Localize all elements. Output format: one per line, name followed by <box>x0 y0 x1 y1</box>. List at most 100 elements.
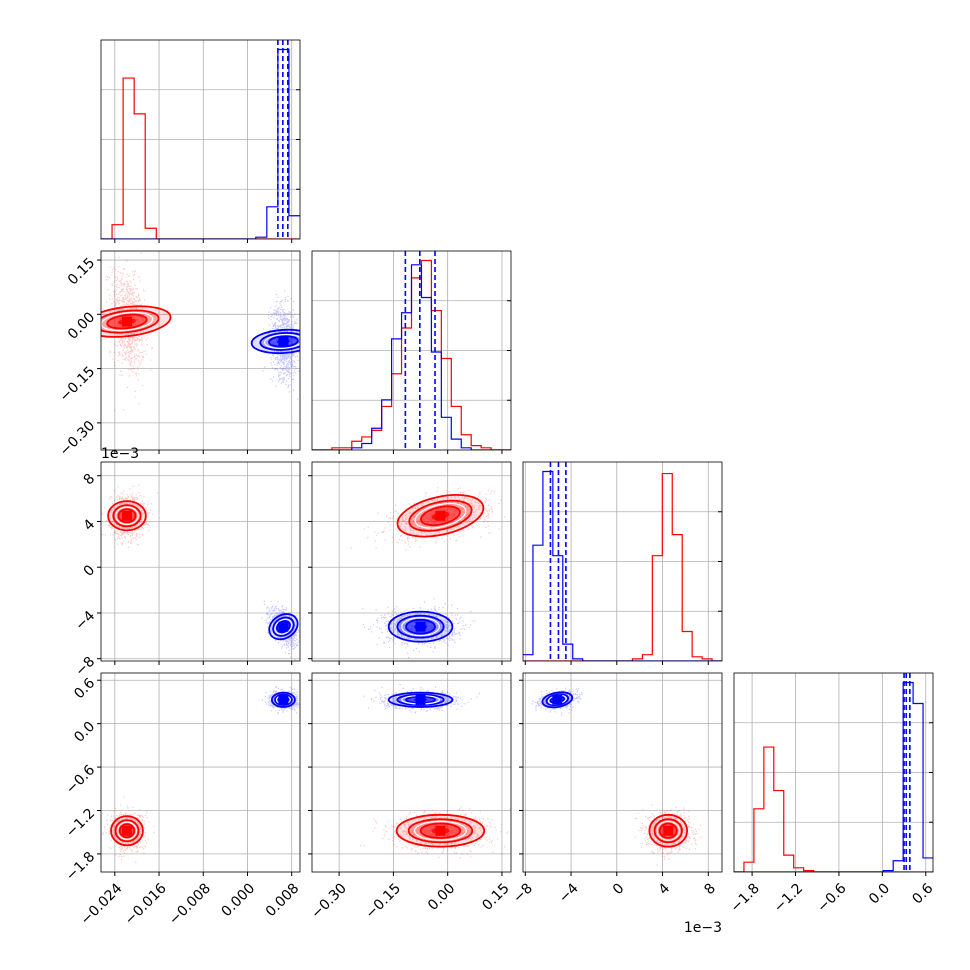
density-peak-blue <box>278 621 289 632</box>
density-peak-red <box>663 825 674 836</box>
axes-frame <box>100 39 301 240</box>
x-tick-label: 0.0 <box>866 880 893 907</box>
contour-line-blue <box>274 693 293 706</box>
contour-line-red <box>118 823 136 839</box>
contour-line-red <box>407 818 474 844</box>
y-tick-label: 0.6 <box>71 675 98 702</box>
x-tick-label: 0.008 <box>263 880 303 920</box>
contour-highlight <box>413 820 467 841</box>
x-tick-label: −0.6 <box>814 880 849 915</box>
contour-line-red <box>648 813 689 848</box>
axes-frame <box>100 461 301 662</box>
axes-frame <box>100 672 301 873</box>
density-peak-blue <box>415 621 426 632</box>
x-tick-label: 0.6 <box>909 880 936 907</box>
contour-line-blue <box>541 691 574 709</box>
density-peak-blue <box>552 694 563 705</box>
y-tick-label: −0.15 <box>57 364 99 406</box>
contour-line-red <box>101 305 172 338</box>
axes-frame <box>311 250 512 451</box>
contour-line-blue <box>272 616 295 637</box>
contour-line-blue <box>270 691 296 708</box>
contour-highlight <box>115 506 139 525</box>
density-peak-blue <box>415 694 426 705</box>
contour-line-blue <box>268 613 299 641</box>
x-tick-label: 0.00 <box>425 880 458 913</box>
contour-line-blue <box>396 614 445 639</box>
panel-content <box>101 484 300 661</box>
axes-frame <box>100 250 301 451</box>
density-peak-red <box>121 510 132 521</box>
density-peak-red <box>121 316 132 327</box>
axes-frame <box>522 672 723 873</box>
panel-content <box>350 487 506 659</box>
x-tick-label: −0.15 <box>363 880 405 922</box>
contour-line-red <box>396 494 485 538</box>
x-tick-label: −0.016 <box>122 880 170 928</box>
x-tick-label: 0.000 <box>219 880 259 920</box>
contour-line-red <box>395 813 486 848</box>
contour-line-blue <box>387 610 454 643</box>
density-peak-red <box>435 825 446 836</box>
x-tick-label: −1.8 <box>727 880 762 915</box>
contour-line-red <box>110 815 144 847</box>
contour-line-red <box>408 499 473 532</box>
y-tick-label: −0.30 <box>57 418 99 460</box>
axes-frame <box>311 672 512 873</box>
histogram-step-red <box>734 746 933 872</box>
panel-content <box>360 684 511 859</box>
contour-highlight <box>264 333 300 349</box>
contour-line-red <box>653 818 683 844</box>
contour-line-blue <box>387 691 454 708</box>
y-tick-label: 8 <box>81 471 99 489</box>
x-tick-label: −0.008 <box>166 880 214 928</box>
x-tick-label: −0.024 <box>78 880 126 928</box>
contour-line-red <box>419 822 462 839</box>
x-tick-label: −8 <box>510 880 536 906</box>
contour-line-red <box>658 822 678 839</box>
y-tick-label: 0 <box>81 562 99 580</box>
histogram-step-blue <box>312 264 511 450</box>
scatter-points-red <box>350 487 506 551</box>
histogram-step-blue <box>523 470 722 661</box>
offset-label-p2-y: 1e−3 <box>101 446 139 462</box>
contour-line-blue <box>396 693 445 706</box>
contour-line-red <box>106 313 148 330</box>
contour-line-blue <box>545 693 570 707</box>
axes-frame <box>733 672 934 873</box>
y-tick-label: 0.00 <box>65 309 98 342</box>
x-tick-label: 4 <box>656 880 674 898</box>
contour-line-red <box>114 819 140 843</box>
histogram-step-red <box>101 77 300 239</box>
axes-frame <box>311 461 512 662</box>
panel-content <box>102 686 300 863</box>
panel-content <box>531 687 702 866</box>
contour-line-red <box>101 309 160 334</box>
density-peak-blue <box>278 336 289 347</box>
x-tick-label: 0 <box>610 880 628 898</box>
y-tick-label: −4 <box>72 608 98 634</box>
histogram-step-red <box>523 472 722 661</box>
contour-line-blue <box>268 335 299 348</box>
contour-line-red <box>117 508 137 524</box>
contour-highlight <box>116 821 137 840</box>
x-tick-label: −4 <box>556 880 582 906</box>
contour-line-red <box>420 505 461 527</box>
axes-frame <box>522 461 723 662</box>
x-tick-label: 0.15 <box>479 880 512 913</box>
y-tick-label: 0.15 <box>65 255 98 288</box>
histogram-step-blue <box>734 681 933 872</box>
contour-highlight <box>414 502 467 529</box>
y-tick-label: 4 <box>81 516 99 534</box>
density-peak-blue <box>278 694 289 705</box>
contour-line-red <box>107 500 147 532</box>
panel-content <box>101 252 300 411</box>
density-peak-red <box>435 510 446 521</box>
y-tick-label: 0.0 <box>71 719 98 746</box>
y-tick-label: −1.8 <box>63 849 98 884</box>
contour-highlight <box>274 618 293 635</box>
contour-line-blue <box>250 328 300 355</box>
x-tick-label: 8 <box>701 880 719 898</box>
offset-label-p2-x: 1e−3 <box>684 920 722 936</box>
